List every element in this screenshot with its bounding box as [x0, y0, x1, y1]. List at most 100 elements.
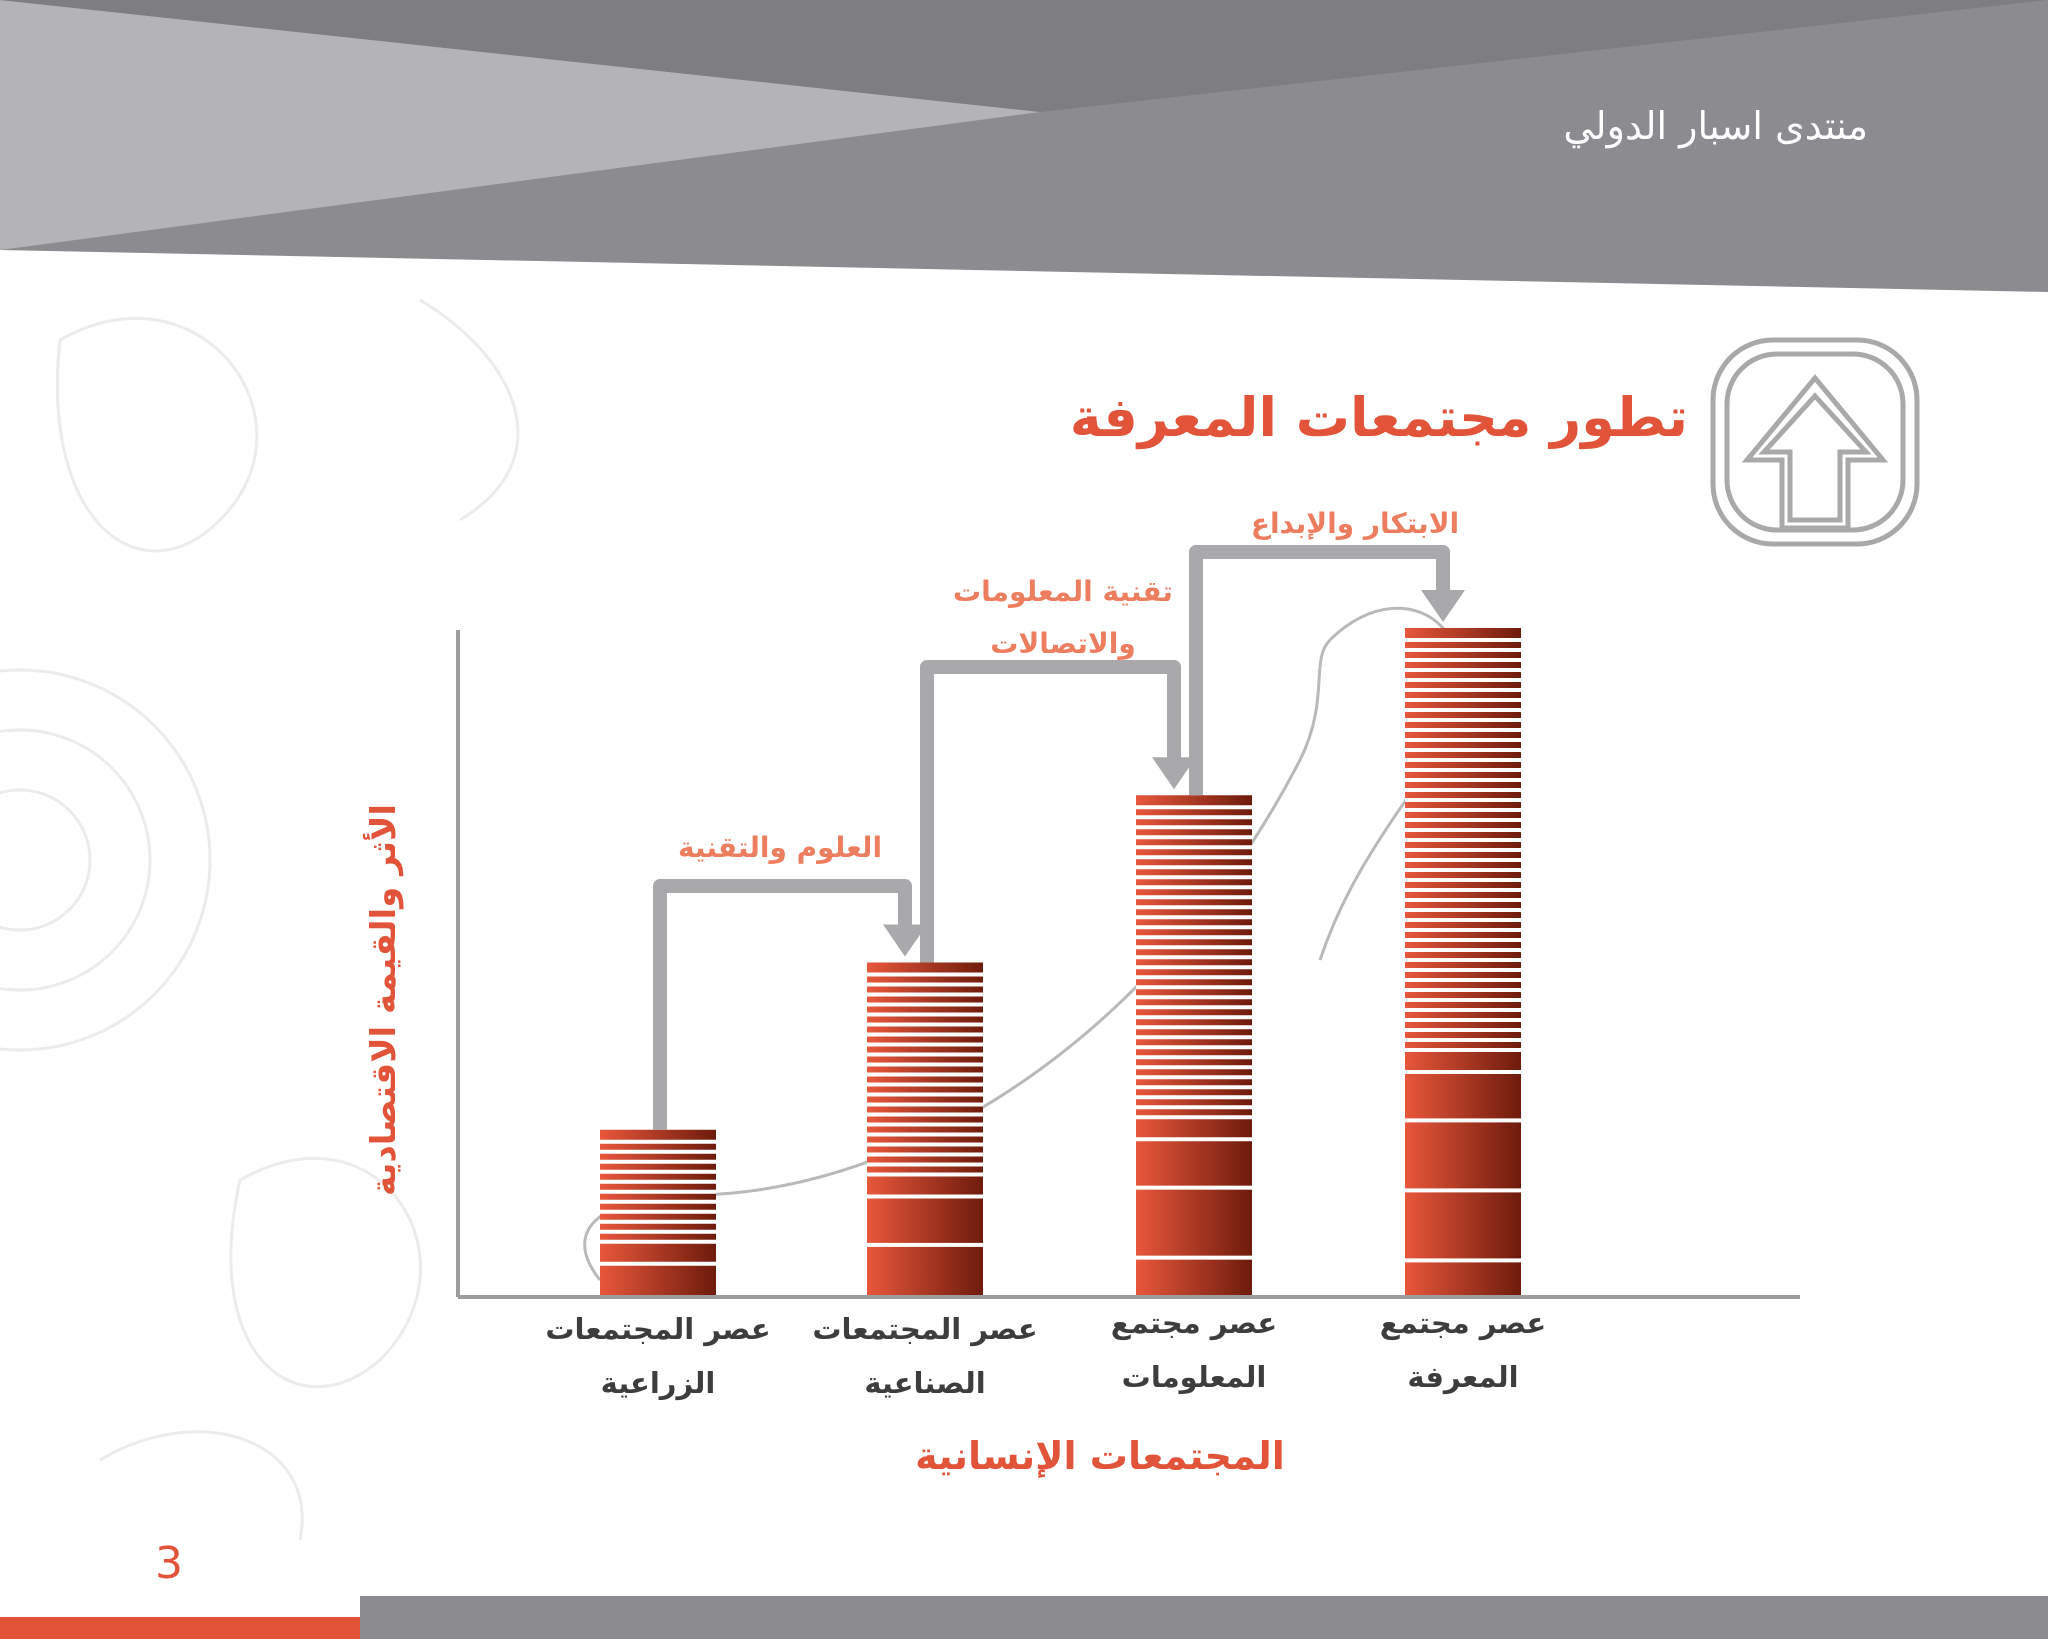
bar-stripe [1405, 1118, 1521, 1123]
transition-arrows [653, 545, 1465, 1130]
transition-label-line: تقنية المعلومات [953, 575, 1173, 608]
category-label-line: عصر المجتمعات [812, 1312, 1038, 1346]
bar-stripe [600, 1169, 716, 1174]
bar-stripe [1405, 918, 1521, 922]
bar-stripe [1136, 1075, 1252, 1080]
arrow-line [653, 879, 912, 1130]
bar-stripe [600, 1159, 716, 1164]
bar-stripe [867, 1052, 983, 1057]
bar-stripe [867, 1072, 983, 1077]
bar-stripe [600, 1179, 716, 1184]
transition-label: الابتكار والإبداع [1205, 498, 1505, 550]
category-label-line: الصناعية [864, 1366, 986, 1400]
bar-stripe [1136, 1025, 1252, 1030]
bar-stripe [600, 1139, 716, 1144]
bar-stripe [867, 1194, 983, 1199]
bar-stripe [1405, 928, 1521, 932]
bar-stripe [1405, 778, 1521, 782]
bar-stripe [867, 1062, 983, 1067]
bar-stripe [600, 1261, 716, 1266]
bar-stripe [1405, 798, 1521, 802]
transition-arrow [1189, 545, 1465, 796]
bar-stripe [1136, 1105, 1252, 1110]
bar-stripe [867, 1172, 983, 1177]
bar-stripe [867, 1112, 983, 1117]
bar-stripe [1405, 838, 1521, 842]
bar [1136, 795, 1252, 1297]
bar-stripe [1405, 958, 1521, 962]
bar-stripe [1136, 875, 1252, 880]
bar-stripe [1136, 1137, 1252, 1142]
bar-stripe [600, 1209, 716, 1214]
bar-stripe [1136, 805, 1252, 810]
bar [600, 1129, 716, 1297]
bar-stripe [1136, 835, 1252, 840]
bar-stripe [1136, 975, 1252, 980]
transition-arrow [653, 879, 927, 1130]
category-label-line: عصر المجتمعات [545, 1312, 771, 1346]
bar-stripe [1136, 1085, 1252, 1090]
bar-stripe [1405, 888, 1521, 892]
category-label-line: عصر مجتمع [1379, 1306, 1547, 1340]
bar-stripe [1405, 978, 1521, 982]
bar-stripe [867, 1092, 983, 1097]
bar-stripe [1405, 938, 1521, 942]
transition-label-line: والاتصالات [990, 627, 1136, 660]
bar-stripe [1136, 1065, 1252, 1070]
bar-stripe [1405, 828, 1521, 832]
transition-label-line: الابتكار والإبداع [1250, 507, 1460, 540]
bar-stripe [867, 972, 983, 977]
bar-stripe [600, 1229, 716, 1234]
arrow-line [1189, 545, 1450, 796]
bar-stripe [1136, 895, 1252, 900]
bar-stripe [1136, 815, 1252, 820]
bar-stripe [1405, 1258, 1521, 1263]
footer-bar-gray [360, 1596, 2048, 1639]
bar-stripe [1136, 1045, 1252, 1050]
bar-stripe [1136, 1115, 1252, 1120]
bar-stripe [1136, 885, 1252, 890]
bar-stripe [1136, 1185, 1252, 1190]
bar-stripe [1136, 855, 1252, 860]
bar-stripe [1405, 678, 1521, 682]
bar-stripe [1136, 1035, 1252, 1040]
bar-stripe [600, 1219, 716, 1224]
brand-name: منتدى اسبار الدولي [1563, 104, 1868, 148]
bar-stripe [1136, 935, 1252, 940]
bar-stripe [1405, 658, 1521, 662]
header-band-light [0, 0, 1040, 250]
bar-stripe [1405, 988, 1521, 992]
bar-stripe [1405, 718, 1521, 722]
bar-stripe [1136, 1015, 1252, 1020]
arrow-head [1421, 590, 1465, 622]
bar-stripe [867, 982, 983, 987]
bar-stripe [1136, 905, 1252, 910]
bar-stripe [1405, 998, 1521, 1002]
bar-stripe [867, 1002, 983, 1007]
y-axis-title: الأثر والقيمة الاقتصادية [364, 803, 404, 1197]
bar [1405, 628, 1521, 1297]
bar-stripe [867, 1102, 983, 1107]
category-label: عصر مجتمع المعرفة [1333, 1296, 1593, 1404]
bar-stripe [1405, 1038, 1521, 1042]
bar-stripe [1136, 915, 1252, 920]
bar-stripe [1405, 1070, 1521, 1074]
bar-stripe [1405, 858, 1521, 862]
axes [456, 630, 1800, 1299]
bar-stripe [867, 1152, 983, 1157]
bar-stripe [867, 1032, 983, 1037]
category-label-line: عصر مجتمع [1110, 1306, 1278, 1340]
transition-arrow [920, 660, 1196, 963]
header-band-mid [0, 0, 2048, 112]
bars [600, 628, 1521, 1297]
bar-stripe [1405, 868, 1521, 872]
bar-body [867, 962, 983, 1297]
category-label: عصر المجتمعات الزراعية [528, 1302, 788, 1410]
arrow-line [920, 660, 1181, 963]
bar-stripe [600, 1239, 716, 1244]
category-label-line: المعلومات [1121, 1360, 1267, 1394]
transition-label: تقنية المعلومات والاتصالات [913, 566, 1213, 670]
bar-stripe [1405, 848, 1521, 852]
